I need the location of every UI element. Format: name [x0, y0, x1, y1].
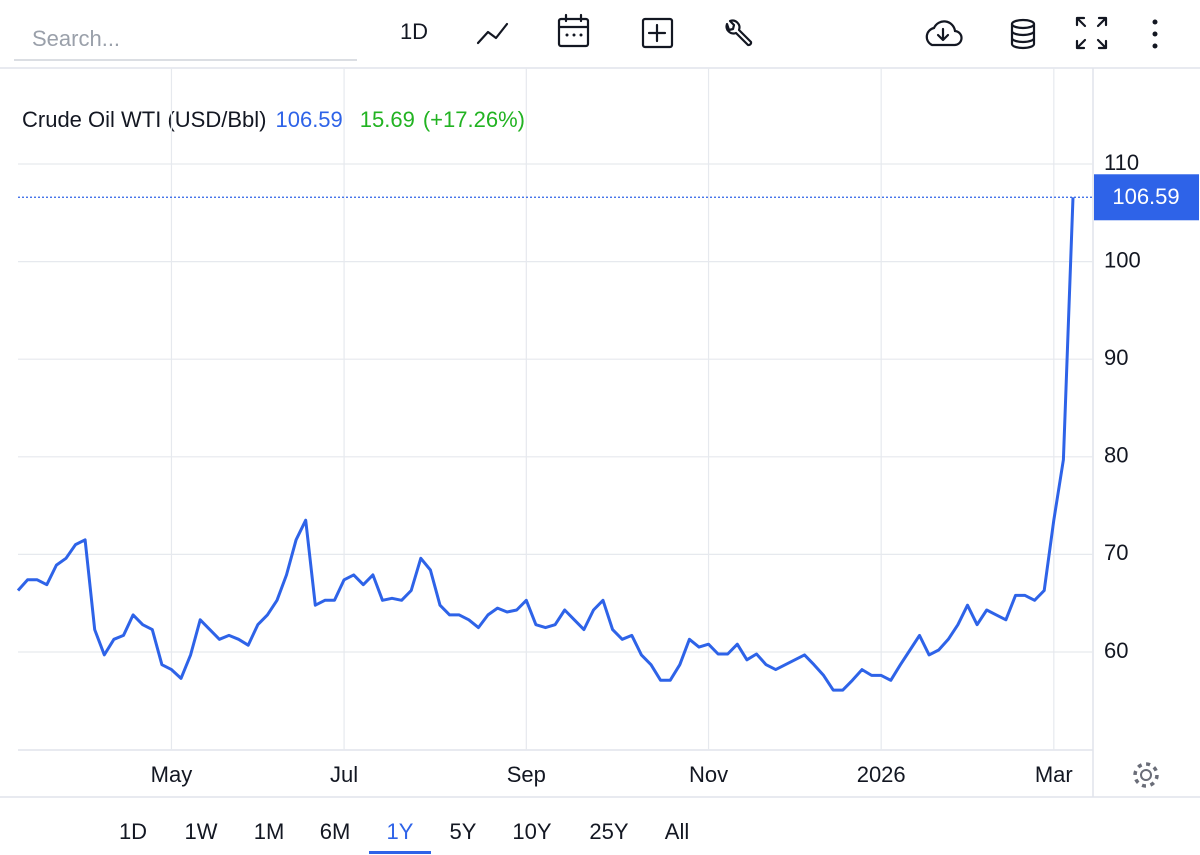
settings-gear[interactable] — [1133, 762, 1159, 788]
y-tick-label: 110 — [1104, 150, 1139, 175]
download-icon[interactable] — [925, 20, 963, 47]
range-button[interactable]: 25Y — [589, 819, 628, 844]
range-bar — [0, 797, 1200, 855]
range-button[interactable]: 1D — [119, 819, 147, 844]
range-button[interactable]: 10Y — [512, 819, 551, 844]
chart-type-icon[interactable] — [476, 22, 509, 45]
search-input[interactable]: Search... — [32, 26, 120, 51]
range-buttons: 1D 1W 1M 6M 1Y 5Y 10Y 25Y All — [119, 819, 689, 854]
fullscreen-icon[interactable] — [1075, 16, 1108, 50]
y-tick-label: 60 — [1104, 638, 1128, 663]
range-button[interactable]: 1W — [185, 819, 218, 844]
x-tick-label: Jul — [330, 762, 358, 787]
menu-icon[interactable] — [1152, 19, 1158, 49]
range-button[interactable]: 6M — [320, 819, 351, 844]
last-price-label: 106.59 — [1112, 184, 1179, 209]
y-tick-label: 70 — [1104, 540, 1128, 565]
instrument-name: Crude Oil WTI (USD/Bbl) — [22, 107, 266, 132]
x-tick-label: Sep — [507, 762, 546, 787]
x-tick-label: 2026 — [857, 762, 906, 787]
y-tick-label: 90 — [1104, 345, 1128, 370]
plot-area: 60 70 80 90 100 110 May Jul Sep Nov 2026 Mar 106.59 — [16, 68, 1199, 787]
range-button[interactable]: 1M — [254, 819, 285, 844]
x-tick-label: May — [151, 762, 193, 787]
data-icon[interactable] — [1010, 18, 1036, 50]
active-range-underline — [369, 851, 431, 854]
calendar-icon[interactable] — [557, 13, 590, 48]
x-tick-label: Mar — [1035, 762, 1073, 787]
settings-wrench-icon[interactable] — [725, 19, 753, 47]
y-tick-label: 100 — [1104, 247, 1141, 272]
price-change: 15.69 — [360, 107, 415, 132]
y-tick-label: 80 — [1104, 443, 1128, 468]
last-price: 106.59 — [275, 107, 342, 132]
price-change-percent: (+17.26%) — [423, 107, 525, 132]
interval-button[interactable]: 1D — [400, 19, 428, 44]
range-button[interactable]: 5Y — [450, 819, 477, 844]
compare-icon[interactable] — [641, 17, 674, 49]
last-price-badge — [1094, 174, 1199, 221]
range-button[interactable]: All — [665, 819, 689, 844]
price-line — [16, 197, 1075, 692]
range-button[interactable]: 1Y — [387, 819, 414, 844]
x-tick-label: Nov — [689, 762, 728, 787]
